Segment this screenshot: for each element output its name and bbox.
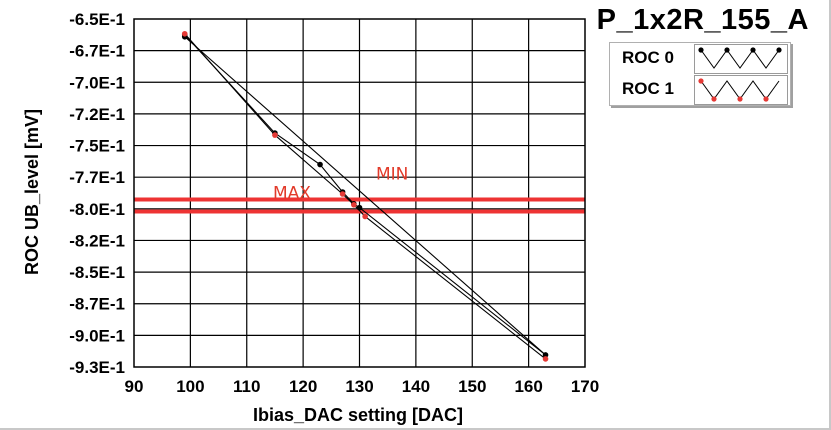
x-tick-label: 140 [402,377,430,396]
reference-lines [134,197,585,214]
data-point-roc1 [351,202,357,208]
annotations: MAX MIN [273,164,408,203]
x-tick-label: 100 [176,377,204,396]
legend-marker-roc0 [776,47,782,53]
legend-marker-roc1 [737,96,743,102]
legend-swatch-roc0 [694,44,788,74]
plot-border [133,18,586,368]
y-tick-label: -9.3E-1 [69,358,125,377]
data-point-roc1 [272,132,278,138]
y-tick-label: -8.5E-1 [69,263,125,282]
series-line-roc0 [184,34,546,356]
x-tick-label: 120 [289,377,317,396]
x-tick-label: 90 [125,377,144,396]
x-tick-label: 130 [345,377,373,396]
data-point-roc1 [542,356,549,362]
reference-label-max: MAX [273,183,311,203]
reference-label-min: MIN [376,164,408,184]
legend-item-roc0: ROC 0 [610,43,790,74]
series-line-roc1 [184,33,546,360]
legend-marker-roc0 [698,47,704,53]
legend-marker-roc1 [763,96,769,102]
legend-marker-roc0 [724,47,730,53]
data-point-roc1 [181,30,188,37]
legend-marker-roc1 [698,78,704,84]
legend-marker-roc0 [750,47,756,53]
data-point-roc0 [317,161,323,168]
legend-line-roc0 [700,49,780,69]
y-tick-label: -7.5E-1 [69,137,125,156]
tick-labels: 90 100 110 120 130 140 150 160 170 -6.5E-1 -6.7E-1… [69,10,599,396]
data-point-roc1 [362,213,368,220]
legend-marker-roc1 [711,96,717,102]
x-axis-title: Ibias_DAC setting [DAC] [253,405,463,425]
x-tick-label: 110 [233,377,260,396]
legend-swatch-roc1 [694,75,788,105]
data-point-roc1 [339,191,346,197]
grid [134,19,585,367]
y-tick-label: -9.0E-1 [69,326,125,345]
x-tick-label: 150 [458,377,486,396]
y-tick-label: -6.7E-1 [69,42,125,61]
y-tick-label: -8.0E-1 [69,200,125,219]
y-tick-label: -7.2E-1 [69,105,125,124]
x-tick-label: 170 [571,377,599,396]
y-tick-label: -8.2E-1 [69,231,125,250]
y-tick-label: -7.0E-1 [69,73,125,92]
series-layer [181,30,549,362]
y-axis-title: ROC UB_level [mV] [22,109,42,275]
legend-label-roc0: ROC 0 [622,48,674,67]
y-tick-label: -8.7E-1 [69,295,125,314]
y-tick-label: -6.5E-1 [69,10,125,29]
chart-title: P_1x2R_155_A [596,4,809,36]
data-point-roc0 [356,204,363,211]
legend: ROC 0 ROC 1 [609,42,791,106]
legend-label-roc1: ROC 1 [622,79,674,98]
legend-item-roc1: ROC 1 [610,74,790,105]
x-tick-label: 160 [514,377,542,396]
data-point-roc0 [542,352,549,358]
y-tick-label: -7.7E-1 [69,168,125,187]
legend-line-roc1 [700,80,780,100]
